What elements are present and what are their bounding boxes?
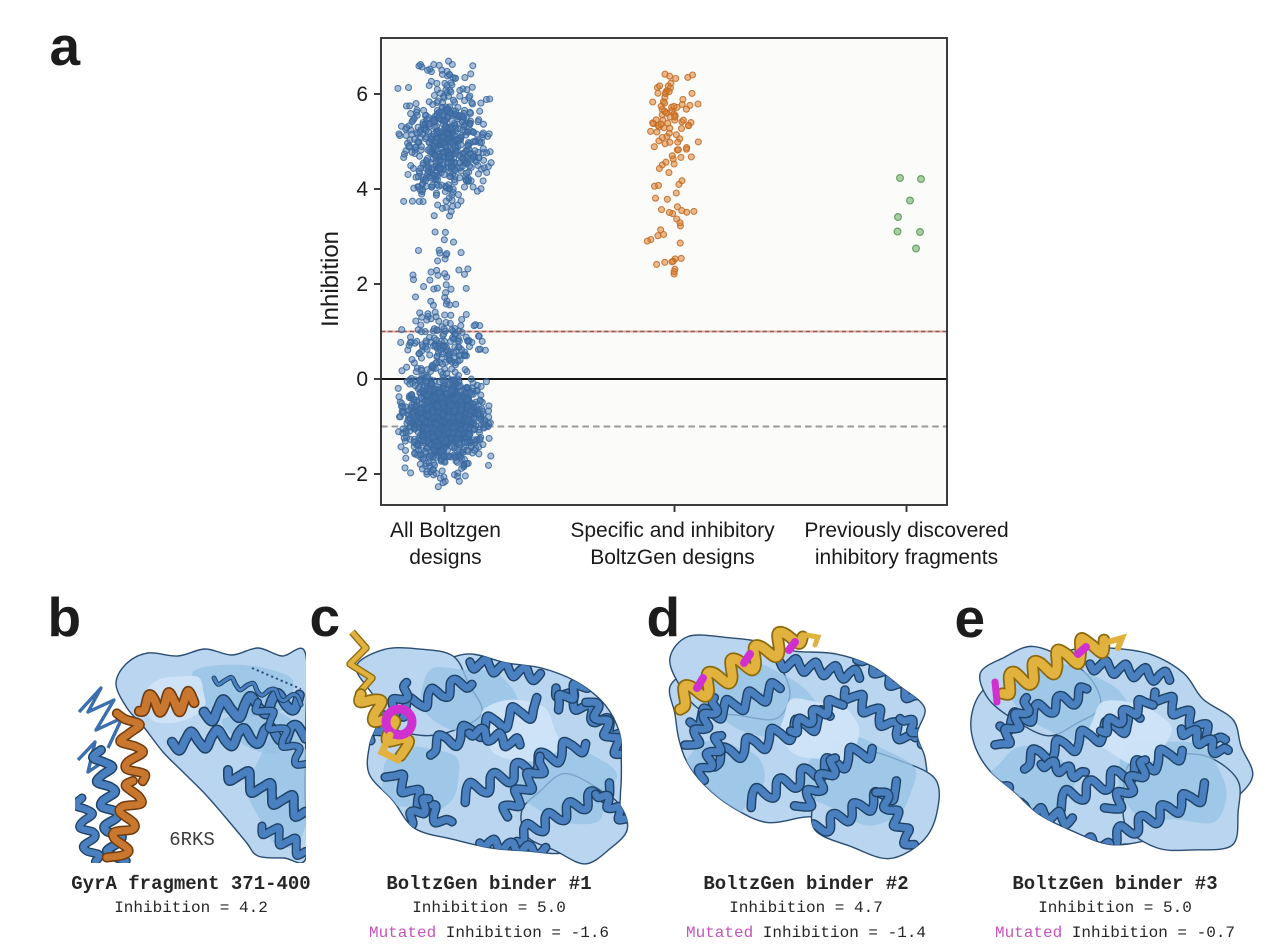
- svg-text:Inhibition = 4.7: Inhibition = 4.7: [729, 899, 883, 917]
- svg-text:Inhibition = 5.0: Inhibition = 5.0: [412, 899, 566, 917]
- svg-text:a: a: [50, 15, 81, 77]
- svg-text:Inhibition: Inhibition: [317, 231, 344, 327]
- svg-text:c: c: [310, 586, 341, 648]
- svg-text:All Boltzgen: All Boltzgen: [390, 519, 501, 542]
- svg-text:6: 6: [356, 83, 368, 106]
- svg-text:BoltzGen binder #2: BoltzGen binder #2: [703, 873, 908, 895]
- svg-text:Inhibition = 5.0: Inhibition = 5.0: [1038, 899, 1192, 917]
- svg-text:Mutated Inhibition = -1.4: Mutated Inhibition = -1.4: [686, 924, 926, 942]
- svg-text:6RKS: 6RKS: [169, 829, 215, 851]
- svg-text:BoltzGen designs: BoltzGen designs: [590, 546, 755, 569]
- svg-text:designs: designs: [409, 546, 481, 569]
- svg-text:0: 0: [356, 368, 368, 391]
- svg-text:2: 2: [356, 273, 368, 296]
- svg-text:b: b: [48, 586, 82, 648]
- svg-text:−2: −2: [344, 463, 368, 486]
- svg-text:4: 4: [356, 178, 368, 201]
- svg-text:inhibitory fragments: inhibitory fragments: [815, 546, 998, 569]
- svg-text:Inhibition = 4.2: Inhibition = 4.2: [114, 899, 268, 917]
- svg-text:Mutated Inhibition = -0.7: Mutated Inhibition = -0.7: [995, 924, 1235, 942]
- svg-text:Previously discovered: Previously discovered: [804, 519, 1008, 542]
- svg-text:e: e: [955, 587, 986, 649]
- svg-text:GyrA fragment 371-400: GyrA fragment 371-400: [71, 873, 310, 895]
- svg-text:BoltzGen binder #1: BoltzGen binder #1: [386, 873, 591, 895]
- svg-text:Specific and inhibitory: Specific and inhibitory: [570, 519, 775, 542]
- svg-text:BoltzGen binder #3: BoltzGen binder #3: [1012, 873, 1217, 895]
- svg-text:d: d: [647, 586, 681, 648]
- svg-text:Mutated Inhibition = -1.6: Mutated Inhibition = -1.6: [369, 924, 609, 942]
